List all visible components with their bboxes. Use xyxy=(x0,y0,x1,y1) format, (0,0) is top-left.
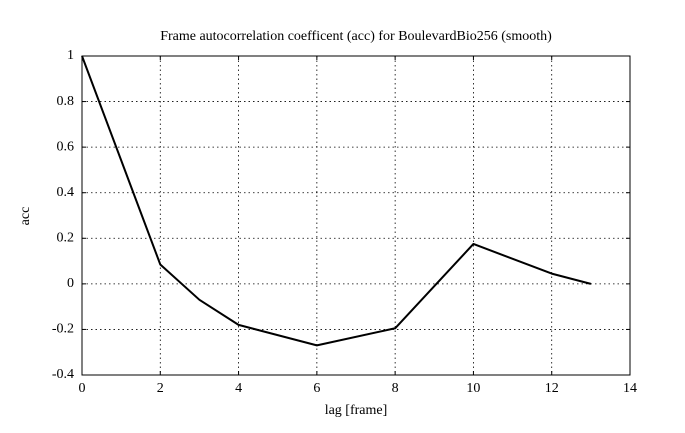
x-tick-label: 4 xyxy=(235,381,242,396)
x-tick-label: 2 xyxy=(157,381,164,396)
x-tick-label: 14 xyxy=(623,381,637,396)
y-tick-label: -0.2 xyxy=(52,322,74,337)
x-tick-label: 12 xyxy=(545,381,559,396)
x-tick-label: 6 xyxy=(313,381,320,396)
y-tick-label: 0.6 xyxy=(57,139,75,154)
plot-frame xyxy=(81,55,631,376)
data-line xyxy=(81,55,592,347)
y-tick-label: 1 xyxy=(67,48,74,63)
x-axis-label: lag [frame] xyxy=(325,403,388,418)
y-axis-label: acc xyxy=(18,207,33,226)
x-tick-label: 10 xyxy=(466,381,480,396)
y-tick-label: 0.2 xyxy=(57,231,75,246)
chart-title: Frame autocorrelation coefficent (acc) f… xyxy=(160,29,552,44)
x-tick-label: 8 xyxy=(392,381,399,396)
y-tick-label: -0.4 xyxy=(52,367,74,382)
x-tick-label: 0 xyxy=(79,381,86,396)
y-tick-label: 0.4 xyxy=(57,185,75,200)
y-tick-label: 0.8 xyxy=(57,94,75,109)
y-tick-label: 0 xyxy=(67,276,74,291)
